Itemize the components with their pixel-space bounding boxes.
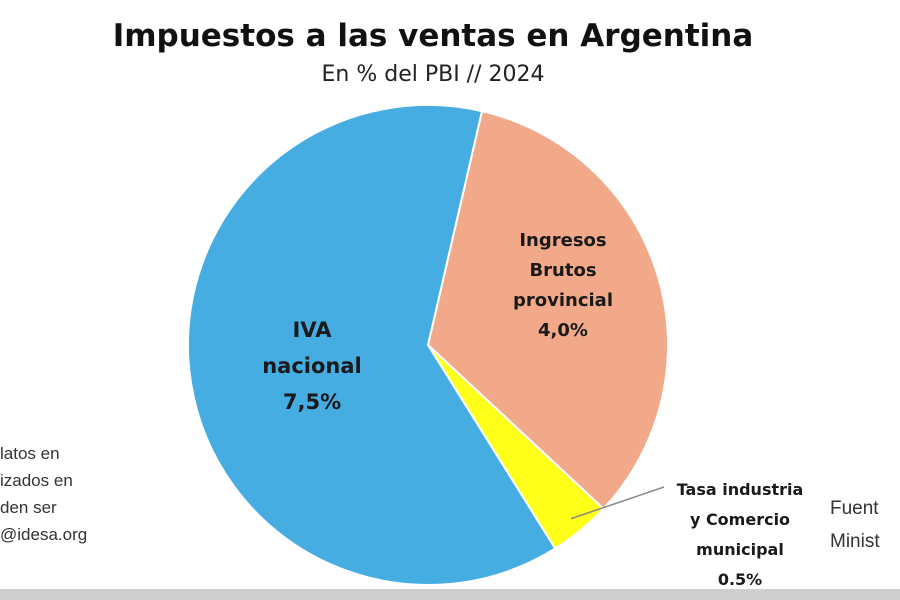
left-note-line: @idesa.org (0, 525, 88, 544)
source-note: Fuent Minist (830, 492, 880, 558)
slice-label: IVA (293, 318, 333, 342)
left-note: latos en izados en den ser @idesa.org (0, 440, 87, 548)
leader-line (570, 486, 665, 520)
source-note-line: Minist (830, 531, 880, 552)
slice-label: 7,5% (283, 390, 341, 414)
slice-label: municipal (696, 540, 784, 559)
slice-label: Tasa industria (677, 480, 804, 499)
slice-label: Brutos (529, 260, 596, 281)
left-note-line: den ser (0, 498, 57, 517)
left-note-line: izados en (0, 471, 73, 490)
chart-title: Impuestos a las ventas en Argentina (112, 18, 754, 54)
pie-slice-0 (426, 109, 669, 511)
chart-subtitle: En % del PBI // 2024 (321, 62, 545, 87)
left-note-line: latos en (0, 444, 60, 463)
slice-label: Ingresos (519, 230, 606, 251)
source-note-line: Fuent (830, 498, 879, 519)
slice-label: 4,0% (538, 320, 588, 341)
bottom-border (0, 589, 900, 600)
slice-label: provincial (513, 290, 613, 311)
pie-slice-2 (187, 104, 557, 586)
slice-label: 0.5% (718, 570, 762, 589)
slice-label: y Comercio (690, 510, 790, 529)
slice-label: nacional (262, 354, 362, 378)
